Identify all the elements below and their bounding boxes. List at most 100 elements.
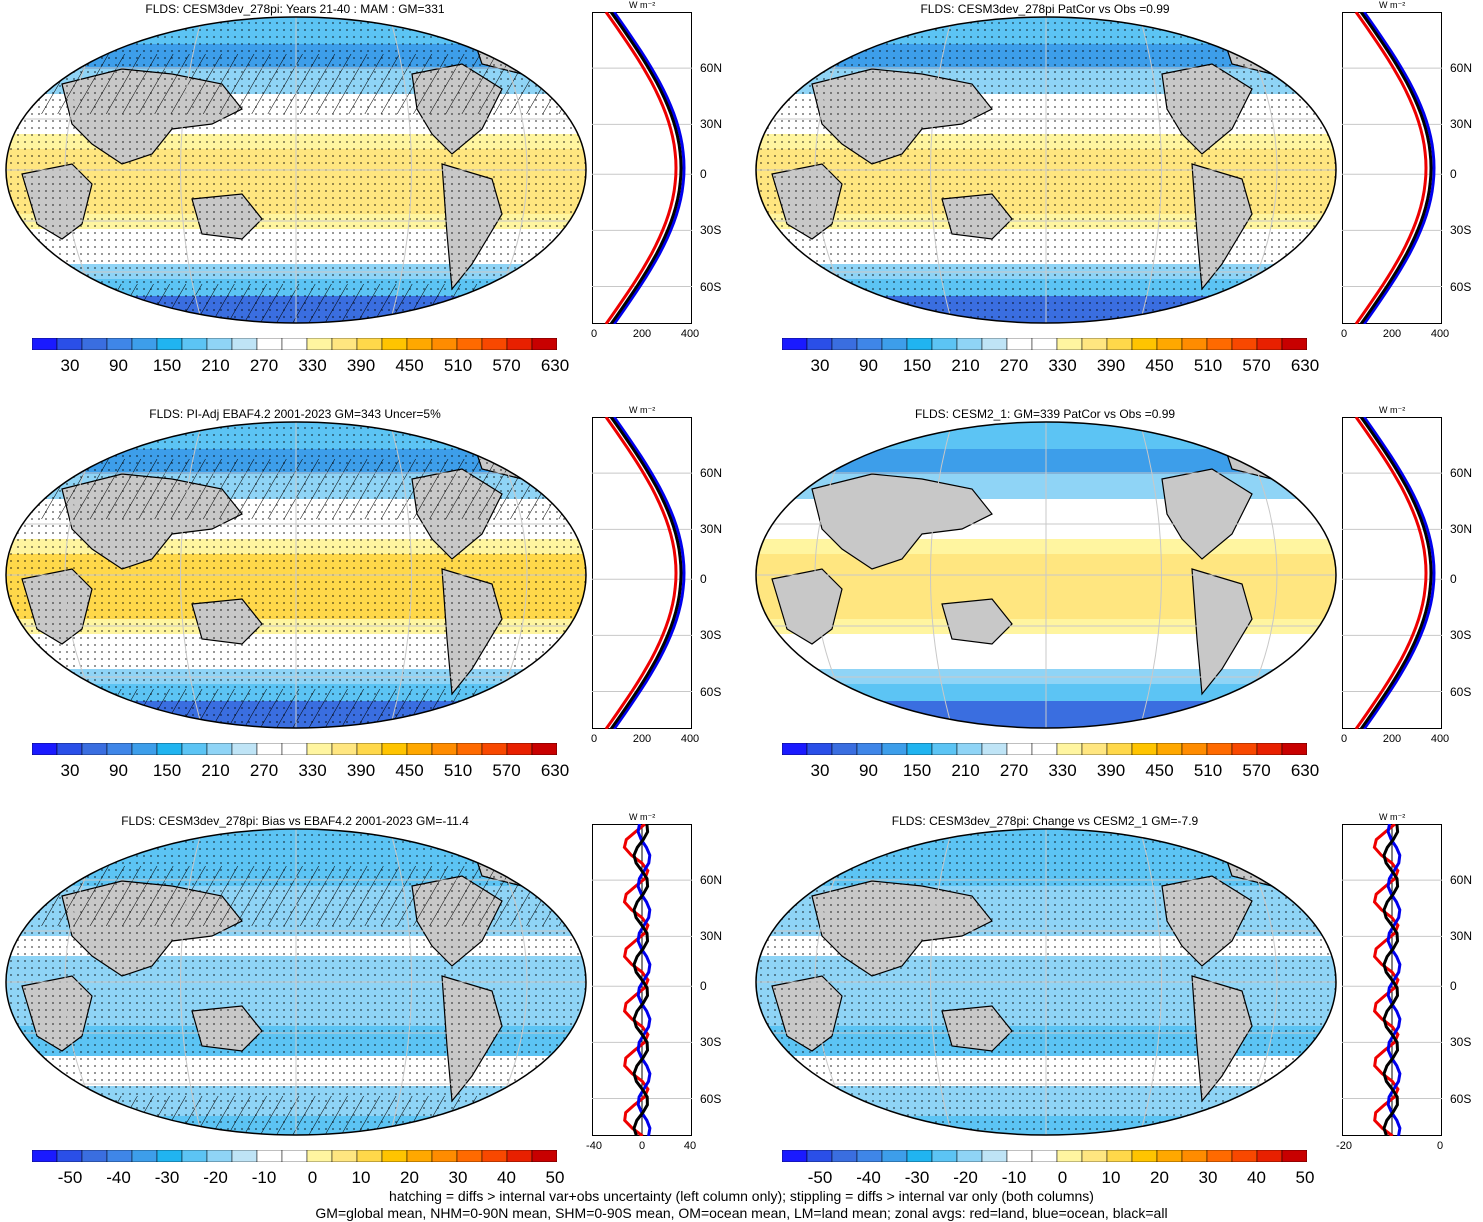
colorbar-tick-label: 90 — [109, 356, 128, 375]
panel-title: FLDS: CESM3dev_278pi: Bias vs EBAF4.2 20… — [121, 814, 469, 828]
map-panel-6: FLDS: CESM3dev_278pi: Change vs CESM2_1 … — [750, 812, 1483, 1197]
zonal-unit-label: W m⁻² — [629, 405, 656, 415]
colorbar — [32, 743, 557, 755]
zonal-axis-tick: -40 — [586, 1140, 602, 1152]
latitude-label: 60S — [700, 684, 722, 699]
latitude-label: 60S — [1450, 279, 1472, 294]
zonal-axis-tick: 0 — [1340, 733, 1348, 745]
latitude-label: 30S — [1450, 1035, 1472, 1050]
latitude-label: 60S — [700, 279, 722, 294]
colorbar — [782, 1150, 1307, 1162]
robinson-map — [5, 421, 587, 729]
latitude-label: 30N — [1450, 117, 1473, 132]
latitude-label: 30N — [700, 929, 723, 944]
colorbar — [32, 1150, 557, 1162]
colorbar-tick-label: 390 — [346, 761, 376, 780]
zonal-axis-tick: -20 — [1336, 1140, 1352, 1152]
colorbar — [782, 743, 1307, 755]
map-panel-2: FLDS: CESM3dev_278pi PatCor vs Obs =0.99… — [750, 0, 1483, 385]
zonal-unit-label: W m⁻² — [1379, 0, 1406, 10]
colorbar-tick-label: -10 — [251, 1168, 277, 1187]
colorbar-tick-label: 330 — [1048, 356, 1077, 375]
colorbar-tick-label: -30 — [904, 1168, 930, 1187]
zonal-axis-tick: 400 — [1430, 328, 1450, 340]
zonal-unit-label: W m⁻² — [1379, 405, 1406, 415]
latitude-label: 30N — [1450, 522, 1473, 537]
colorbar-tick-label: 30 — [810, 761, 830, 780]
footer-line-2: GM=global mean, NHM=0-90N mean, SHM=0-90… — [315, 1205, 1168, 1221]
zonal-mean-plot — [1342, 824, 1442, 1136]
colorbar-tick-label: 270 — [249, 356, 279, 375]
zonal-axis-tick: 0 — [1340, 328, 1348, 340]
colorbar-tick-label: 570 — [1242, 761, 1271, 780]
colorbar-tick-label: 0 — [1057, 1168, 1068, 1187]
zonal-mean-plot — [1342, 12, 1442, 324]
robinson-map — [755, 16, 1337, 324]
colorbar-tick-label: -30 — [154, 1168, 180, 1187]
colorbar-tick-label: -20 — [953, 1168, 978, 1187]
latitude-label: 30S — [700, 223, 722, 238]
latitude-label: 60N — [700, 873, 723, 888]
colorbar-tick-label: 40 — [1247, 1168, 1266, 1187]
zonal-axis-tick: 400 — [1430, 733, 1450, 745]
panel-title: FLDS: CESM3dev_278pi: Years 21-40 : MAM … — [145, 2, 445, 16]
colorbar-tick-label: 270 — [249, 761, 279, 780]
colorbar-tick-label: 150 — [902, 356, 932, 375]
robinson-map — [755, 828, 1337, 1136]
colorbar-tick-label: 30 — [810, 356, 830, 375]
latitude-label: 60N — [1450, 466, 1473, 481]
zonal-axis-tick: 400 — [680, 328, 700, 340]
colorbar-tick-label: 30 — [448, 1168, 468, 1187]
colorbar-tick-label: 570 — [1242, 356, 1271, 375]
latitude-label: 30S — [700, 1035, 722, 1050]
zonal-axis-tick: 200 — [1382, 733, 1402, 745]
zonal-axis-tick: 400 — [680, 733, 700, 745]
colorbar-tick-label: 330 — [298, 356, 327, 375]
panel-title: FLDS: CESM3dev_278pi PatCor vs Obs =0.99 — [920, 2, 1170, 16]
colorbar-tick-label: 510 — [443, 356, 473, 375]
colorbar-tick-label: 210 — [201, 761, 230, 780]
colorbar-tick-label: 390 — [346, 356, 376, 375]
colorbar-tick-label: 90 — [859, 356, 878, 375]
latitude-label: 60N — [700, 466, 723, 481]
zonal-mean-plot — [592, 824, 692, 1136]
colorbar-tick-label: 630 — [540, 761, 570, 780]
robinson-map — [755, 421, 1337, 729]
latitude-label: 0 — [700, 572, 707, 587]
colorbar-tick-label: 330 — [1048, 761, 1077, 780]
colorbar-tick-label: 90 — [109, 761, 128, 780]
colorbar-tick-label: 270 — [999, 761, 1029, 780]
colorbar-tick-label: 570 — [492, 356, 521, 375]
latitude-label: 0 — [700, 167, 707, 182]
latitude-label: 0 — [700, 979, 707, 994]
robinson-map — [5, 16, 587, 324]
zonal-mean-plot — [592, 417, 692, 729]
latitude-label: 0 — [1450, 979, 1457, 994]
colorbar — [32, 338, 557, 350]
colorbar-tick-label: 20 — [1150, 1168, 1169, 1187]
map-panel-5: FLDS: CESM3dev_278pi: Bias vs EBAF4.2 20… — [0, 812, 740, 1197]
latitude-label: 60N — [1450, 61, 1473, 76]
colorbar-tick-label: 20 — [400, 1168, 419, 1187]
colorbar-tick-label: 450 — [395, 356, 424, 375]
colorbar-tick-label: 450 — [1145, 761, 1174, 780]
colorbar-tick-label: 270 — [999, 356, 1029, 375]
colorbar-tick-label: -20 — [203, 1168, 228, 1187]
colorbar-tick-label: 570 — [492, 761, 521, 780]
colorbar-tick-label: 50 — [545, 1168, 565, 1187]
latitude-label: 30S — [1450, 628, 1472, 643]
latitude-label: 60S — [700, 1091, 722, 1106]
colorbar-tick-label: 630 — [1290, 761, 1320, 780]
colorbar-tick-label: 30 — [1198, 1168, 1218, 1187]
colorbar-tick-label: -40 — [856, 1168, 881, 1187]
colorbar-tick-label: 510 — [1193, 356, 1223, 375]
zonal-mean-plot — [592, 12, 692, 324]
latitude-label: 0 — [1450, 167, 1457, 182]
colorbar-tick-label: 510 — [1193, 761, 1223, 780]
latitude-label: 60N — [700, 61, 723, 76]
colorbar-tick-label: 10 — [351, 1168, 371, 1187]
latitude-label: 30N — [700, 522, 723, 537]
map-panel-4: FLDS: CESM2_1: GM=339 PatCor vs Obs =0.9… — [750, 405, 1483, 790]
latitude-label: 60S — [1450, 1091, 1472, 1106]
latitude-label: 30S — [700, 628, 722, 643]
